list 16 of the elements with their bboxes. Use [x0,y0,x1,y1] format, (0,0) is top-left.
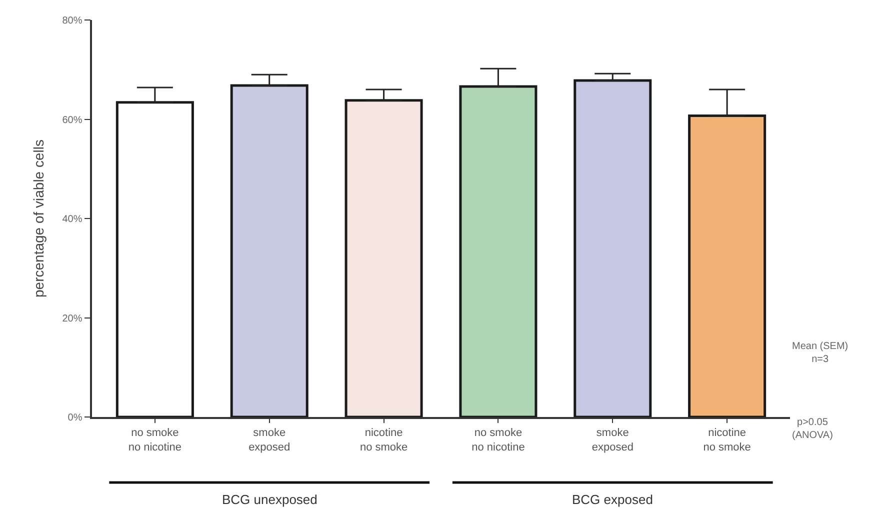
y-tick-label: 0% [68,412,82,424]
x-tick-label: smoke exposed [592,426,634,454]
x-tick-label: nicotine no smoke [703,426,751,454]
y-tick-label: 20% [62,313,82,324]
x-tick-label: nicotine no smoke [360,426,408,454]
y-tick-label: 80% [62,16,82,26]
y-tick-label: 60% [62,114,82,126]
x-tick-label: smoke exposed [248,426,290,454]
x-tick-label: no smoke no nicotine [128,426,182,454]
text: BCG unexposed [222,492,318,507]
y-axis-title: percentage of viable cells [30,140,46,298]
text: Mean (SEM) n=3 [792,341,848,365]
y-tick-label: 40% [62,214,82,225]
text: p>0.05 (ANOVA) [792,417,833,441]
text: BCG exposed [572,492,653,507]
x-tick-label: no smoke no nicotine [472,426,525,454]
